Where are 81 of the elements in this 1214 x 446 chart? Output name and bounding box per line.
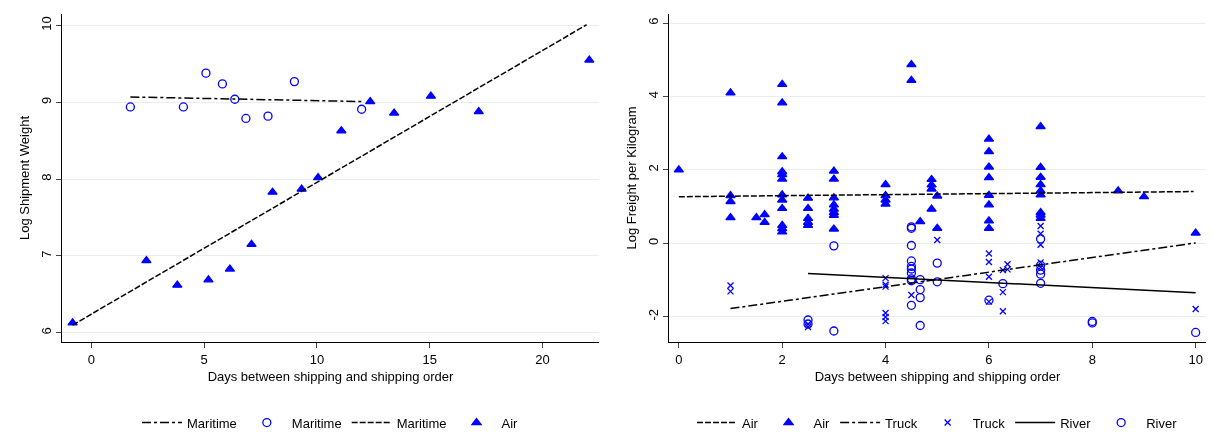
x-tick-label: 5	[200, 351, 208, 367]
point	[906, 256, 917, 266]
point	[906, 240, 917, 251]
point	[141, 255, 152, 264]
y-tick-label: 6	[645, 17, 661, 25]
y-axis-title: Log Shipment Weight	[16, 115, 32, 241]
legend-label: Air	[813, 415, 831, 431]
point	[201, 68, 211, 78]
point	[881, 317, 890, 325]
x-axis-title: Days between shipping and shipping order	[814, 369, 1062, 385]
point	[932, 277, 942, 287]
point	[172, 280, 183, 288]
point	[915, 292, 925, 303]
y-tick-label: 7	[38, 250, 54, 258]
y-tick-label: 10	[38, 16, 54, 31]
x-tick-label: 20	[535, 351, 550, 367]
point	[1191, 327, 1201, 338]
point	[178, 102, 189, 112]
x-tick-label: 15	[422, 351, 438, 367]
point	[217, 79, 228, 89]
point	[915, 320, 925, 331]
point	[230, 94, 240, 104]
x-tick-label: 10	[1188, 351, 1203, 367]
point	[915, 274, 925, 285]
x-tick-label: 10	[309, 351, 325, 367]
point	[336, 126, 347, 134]
point	[1035, 234, 1046, 244]
legend-label: Air	[742, 415, 759, 431]
point	[1035, 269, 1046, 279]
point	[906, 300, 917, 310]
legend-label: Truck	[972, 415, 1006, 431]
point	[267, 187, 278, 195]
y-tick-label: 2	[645, 164, 661, 172]
point	[906, 268, 917, 278]
x-tick-label: 2	[778, 351, 786, 367]
legend-label: River	[1060, 415, 1092, 431]
point	[933, 236, 941, 244]
y-tick-label: 9	[38, 96, 54, 105]
point	[932, 258, 942, 268]
y-tick-label: -2	[645, 308, 661, 321]
legend-label: Maritime	[187, 415, 237, 431]
point	[829, 241, 839, 251]
x-tick-label: 6	[985, 351, 993, 367]
y-tick-label: 4	[645, 90, 661, 99]
point	[829, 326, 839, 336]
legend-label: Truck	[885, 415, 918, 431]
point	[985, 273, 993, 281]
y-tick-label: 6	[38, 327, 54, 335]
x-axis-title: Days between shipping and shipping order	[207, 369, 455, 385]
point	[473, 106, 485, 115]
y-axis-title: Log Freight per Kilogram	[623, 106, 639, 250]
point	[356, 104, 367, 114]
point	[1036, 241, 1045, 249]
point	[915, 284, 925, 295]
point	[241, 113, 251, 124]
point	[1003, 265, 1012, 274]
point	[289, 76, 300, 87]
x-tick-label: 0	[675, 351, 683, 367]
point	[1035, 278, 1046, 288]
point	[998, 279, 1008, 289]
point	[584, 55, 595, 63]
point	[1035, 265, 1046, 275]
point	[985, 249, 993, 258]
legend-label: Air	[501, 415, 519, 431]
point	[1192, 305, 1200, 313]
y-tick-label: 0	[645, 237, 661, 245]
point	[125, 102, 136, 112]
point	[263, 111, 273, 121]
point	[1036, 222, 1045, 230]
point	[364, 96, 376, 105]
point	[203, 275, 214, 283]
legend-label: Maritime	[291, 415, 342, 431]
point	[726, 287, 735, 296]
x-tick-label: 4	[881, 351, 890, 367]
x-tick-label: 0	[87, 351, 95, 367]
y-tick-label: 8	[38, 173, 54, 181]
x-tick-label: 8	[1088, 351, 1096, 367]
point	[246, 239, 257, 248]
legend-label: Maritime	[396, 415, 447, 431]
legend-label: River	[1146, 415, 1178, 431]
point	[907, 291, 916, 299]
